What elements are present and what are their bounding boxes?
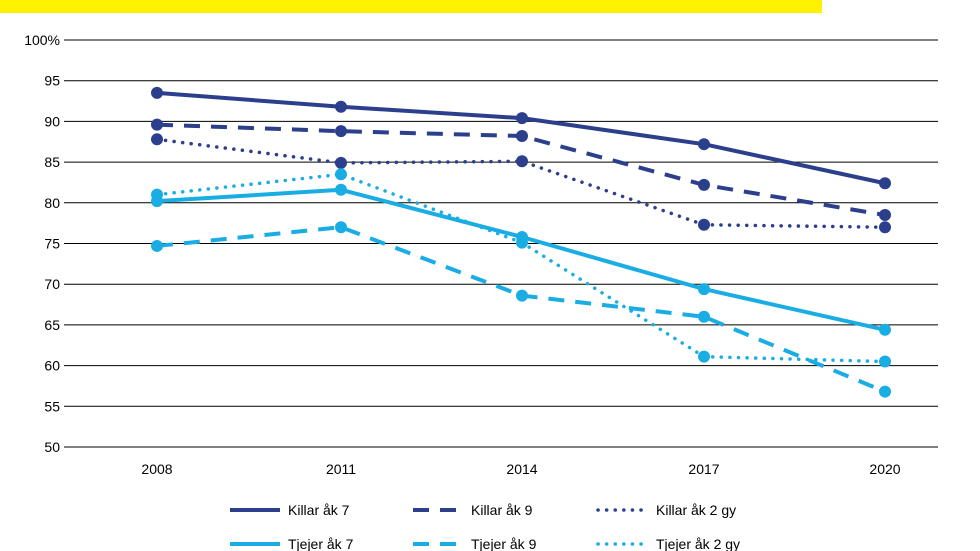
series-tjejer-ak-2-gy bbox=[151, 168, 891, 368]
data-point-tjejer-ak-2-gy-2014 bbox=[516, 236, 528, 249]
legend-item-tjejer-ak-9: Tjejer åk 9 bbox=[413, 536, 537, 551]
data-point-killar-ak-2-gy-2020 bbox=[879, 221, 891, 234]
legend-label: Killar åk 2 gy bbox=[656, 502, 736, 518]
x-axis-tick-labels: 2008 2011 2014 2017 2020 bbox=[141, 461, 900, 477]
data-point-killar-ak-9-2017 bbox=[698, 178, 710, 191]
y-tick-label: 60 bbox=[44, 358, 60, 374]
data-point-tjejer-ak-9-2011 bbox=[335, 221, 347, 234]
y-tick-label: 55 bbox=[44, 398, 60, 414]
legend-item-tjejer-ak-2-gy: Tjejer åk 2 gy bbox=[596, 536, 740, 551]
series-line-tjejer-ak-7 bbox=[156, 187, 886, 332]
yellow-header-banner bbox=[0, 0, 822, 13]
series-line-tjejer-ak-9 bbox=[156, 225, 886, 394]
x-tick-label: 2014 bbox=[506, 461, 537, 477]
y-tick-label: 65 bbox=[44, 317, 60, 333]
legend-item-killar-ak-7: Killar åk 7 bbox=[230, 502, 350, 518]
data-point-killar-ak-7-2017 bbox=[698, 138, 710, 151]
legend-item-killar-ak-9: Killar åk 9 bbox=[413, 502, 533, 518]
y-tick-label: 70 bbox=[44, 276, 60, 292]
x-tick-label: 2008 bbox=[141, 461, 172, 477]
x-tick-label: 2011 bbox=[326, 461, 356, 477]
x-tick-label: 2017 bbox=[688, 461, 719, 477]
y-tick-label: 80 bbox=[44, 195, 60, 211]
data-point-killar-ak-9-2014 bbox=[516, 130, 528, 143]
data-point-tjejer-ak-2-gy-2011 bbox=[335, 168, 347, 181]
data-point-killar-ak-7-2020 bbox=[879, 177, 891, 190]
data-point-tjejer-ak-9-2008 bbox=[151, 239, 163, 252]
y-tick-label: 85 bbox=[44, 154, 60, 170]
data-point-tjejer-ak-2-gy-2020 bbox=[879, 355, 891, 368]
series-lines bbox=[151, 86, 891, 398]
data-point-killar-ak-7-2008 bbox=[151, 86, 163, 99]
data-point-killar-ak-9-2008 bbox=[151, 118, 163, 131]
data-point-killar-ak-9-2020 bbox=[879, 209, 891, 222]
data-point-tjejer-ak-9-2017 bbox=[698, 310, 710, 323]
series-tjejer-ak-9 bbox=[151, 221, 891, 398]
data-point-tjejer-ak-7-2011 bbox=[335, 183, 347, 196]
y-tick-label: 90 bbox=[44, 113, 60, 129]
data-point-tjejer-ak-7-2020 bbox=[879, 323, 891, 336]
y-axis-tick-labels: 100% 95 90 85 80 75 70 65 60 55 50 bbox=[24, 32, 60, 455]
data-point-tjejer-ak-9-2020 bbox=[879, 385, 891, 398]
legend: Killar åk 7 Killar åk 9 Killar åk 2 gy Tjej… bbox=[230, 502, 740, 551]
series-killar-ak-9 bbox=[151, 118, 891, 222]
data-point-tjejer-ak-7-2017 bbox=[698, 283, 710, 296]
legend-item-tjejer-ak-7: Tjejer åk 7 bbox=[230, 536, 354, 551]
data-point-tjejer-ak-2-gy-2008 bbox=[151, 188, 163, 201]
series-killar-ak-2-gy bbox=[151, 133, 891, 234]
legend-label: Killar åk 7 bbox=[288, 502, 350, 518]
y-tick-label: 95 bbox=[44, 73, 60, 89]
data-point-killar-ak-2-gy-2017 bbox=[698, 218, 710, 231]
y-tick-label: 50 bbox=[44, 439, 60, 455]
legend-label: Tjejer åk 9 bbox=[471, 536, 537, 551]
x-tick-label: 2020 bbox=[869, 461, 900, 477]
data-point-killar-ak-2-gy-2014 bbox=[516, 155, 528, 168]
data-point-killar-ak-9-2011 bbox=[335, 125, 347, 138]
data-point-killar-ak-2-gy-2011 bbox=[335, 156, 347, 169]
data-point-tjejer-ak-9-2014 bbox=[516, 289, 528, 302]
data-point-tjejer-ak-2-gy-2017 bbox=[698, 350, 710, 363]
y-tick-label: 75 bbox=[44, 236, 60, 252]
legend-item-killar-ak-2-gy: Killar åk 2 gy bbox=[596, 502, 736, 518]
legend-label: Killar åk 9 bbox=[471, 502, 533, 518]
data-point-killar-ak-7-2011 bbox=[335, 100, 347, 113]
series-line-killar-ak-2-gy bbox=[155, 137, 887, 229]
data-point-killar-ak-2-gy-2008 bbox=[151, 133, 163, 146]
data-point-killar-ak-7-2014 bbox=[516, 112, 528, 125]
series-killar-ak-7 bbox=[151, 86, 891, 190]
legend-label: Tjejer åk 7 bbox=[288, 536, 354, 551]
series-tjejer-ak-7 bbox=[151, 183, 891, 336]
legend-label: Tjejer åk 2 gy bbox=[656, 536, 740, 551]
y-tick-label: 100% bbox=[24, 32, 60, 48]
